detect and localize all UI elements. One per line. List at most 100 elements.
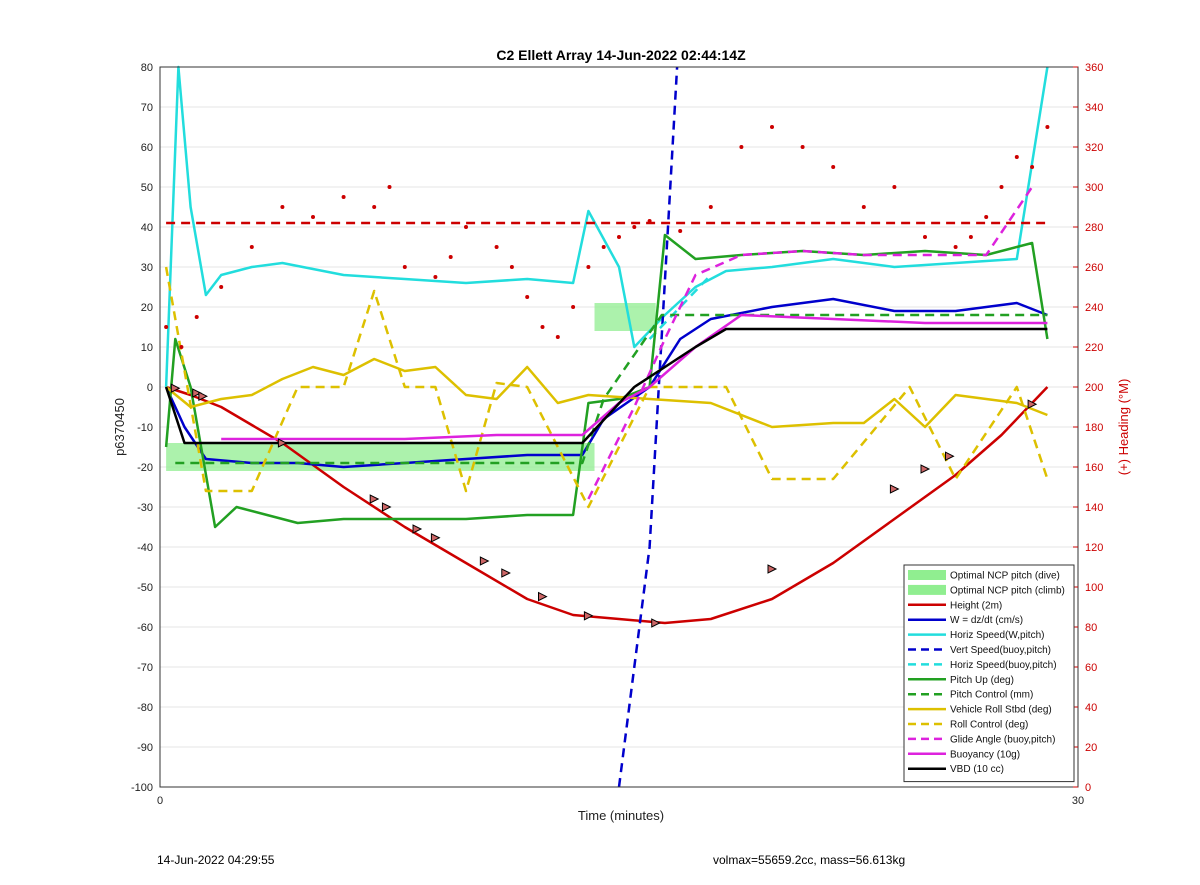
heading-point bbox=[540, 325, 545, 329]
heading-point bbox=[311, 215, 315, 219]
y-tick-label-right: 200 bbox=[1085, 382, 1103, 394]
legend-label: Horiz Speed(buoy,pitch) bbox=[950, 660, 1057, 671]
y-tick-label-right: 220 bbox=[1085, 342, 1103, 354]
y-tick-label-right: 60 bbox=[1085, 662, 1097, 674]
heading-point bbox=[586, 265, 591, 269]
series-line bbox=[164, 65, 1049, 388]
heading-point bbox=[341, 195, 346, 199]
heading-point bbox=[509, 265, 514, 269]
y-tick-label: 60 bbox=[141, 142, 153, 154]
height-marker bbox=[381, 502, 392, 512]
height-marker bbox=[479, 556, 490, 566]
y-tick-label-right: 80 bbox=[1085, 622, 1097, 634]
y-tick-label: -10 bbox=[137, 422, 153, 434]
heading-point bbox=[249, 245, 254, 249]
series-line bbox=[587, 186, 1034, 500]
legend-label: Pitch Up (deg) bbox=[950, 675, 1014, 686]
height-marker bbox=[501, 568, 511, 578]
series-line bbox=[617, 66, 679, 788]
heading-point bbox=[617, 235, 621, 239]
legend-label: Vehicle Roll Stbd (deg) bbox=[950, 705, 1052, 716]
heading-point bbox=[164, 325, 169, 329]
y-tick-label: 50 bbox=[141, 182, 153, 194]
right-y-ticks: 3603403203002802602402202001801601401201… bbox=[1073, 62, 1103, 794]
y-tick-label-right: 140 bbox=[1085, 502, 1103, 514]
height-marker bbox=[767, 564, 778, 574]
legend-label: Glide Angle (buoy,pitch) bbox=[950, 734, 1055, 745]
y-tick-label-right: 160 bbox=[1085, 462, 1103, 474]
legend-label: Pitch Control (mm) bbox=[950, 690, 1033, 701]
height-marker bbox=[920, 464, 931, 474]
series-line bbox=[165, 357, 1048, 429]
heading-point bbox=[601, 245, 606, 249]
height-marker bbox=[538, 591, 548, 602]
y-tick-label-right: 0 bbox=[1085, 782, 1091, 794]
y-tick-label: -50 bbox=[137, 582, 153, 594]
chart-title: C2 Ellett Array 14-Jun-2022 02:44:14Z bbox=[496, 47, 746, 63]
y-tick-label: -20 bbox=[137, 462, 153, 474]
legend-swatch bbox=[908, 584, 946, 595]
height-marker bbox=[192, 388, 202, 398]
heading-point bbox=[708, 205, 713, 209]
heading-point bbox=[494, 245, 499, 249]
height-marker bbox=[277, 438, 288, 448]
heading-point bbox=[861, 205, 866, 209]
dive-plot-chart: C2 Ellett Array 14-Jun-2022 02:44:14Z 80… bbox=[112, 47, 1131, 823]
y-tick-label-right: 360 bbox=[1085, 62, 1103, 74]
series-line bbox=[164, 266, 1049, 509]
y-tick-label-right: 40 bbox=[1085, 702, 1097, 714]
legend-label: Vert Speed(buoy,pitch) bbox=[950, 645, 1051, 656]
heading-point bbox=[968, 235, 973, 239]
y-tick-label: -90 bbox=[137, 742, 153, 754]
heading-point bbox=[892, 185, 897, 189]
heading-point bbox=[1014, 155, 1019, 159]
ncp-pitch-bands bbox=[166, 303, 656, 471]
series-line bbox=[165, 385, 1049, 625]
heading-point bbox=[984, 215, 989, 219]
ncp-pitch-band bbox=[166, 443, 595, 471]
y-tick-label: -40 bbox=[137, 542, 153, 554]
heading-point bbox=[555, 335, 560, 339]
y-tick-label-right: 260 bbox=[1085, 262, 1103, 274]
y-tick-label: -80 bbox=[137, 702, 153, 714]
height-marker bbox=[198, 391, 208, 402]
legend-swatch bbox=[908, 570, 946, 580]
x-tick-label: 0 bbox=[157, 795, 163, 807]
heading-point bbox=[1030, 165, 1035, 169]
series-line bbox=[164, 297, 1048, 469]
series-line bbox=[221, 313, 1048, 441]
series-line bbox=[164, 327, 1048, 445]
legend-label: Optimal NCP pitch (dive) bbox=[950, 571, 1060, 582]
heading-point bbox=[923, 235, 927, 239]
height-marker bbox=[583, 610, 594, 621]
heading-point bbox=[770, 125, 774, 129]
legend-label: W = dz/dt (cm/s) bbox=[950, 615, 1023, 626]
height-marker bbox=[944, 451, 955, 462]
y-tick-label-right: 300 bbox=[1085, 182, 1103, 194]
data-series bbox=[164, 65, 1050, 788]
legend-label: Horiz Speed(W,pitch) bbox=[950, 630, 1044, 641]
heading-point bbox=[387, 185, 392, 189]
y-tick-label: 0 bbox=[147, 382, 153, 394]
y-tick-label: 20 bbox=[141, 302, 153, 314]
series-line bbox=[164, 233, 1049, 529]
y-tick-label-right: 280 bbox=[1085, 222, 1103, 234]
heading-point bbox=[194, 315, 199, 319]
legend-label: VBD (10 cc) bbox=[950, 764, 1004, 775]
y-tick-label: -100 bbox=[131, 782, 153, 794]
height-marker bbox=[369, 494, 380, 504]
height-marker bbox=[651, 618, 661, 628]
y-tick-label: -30 bbox=[137, 502, 153, 514]
x-tick-label: 30 bbox=[1072, 795, 1084, 807]
y-tick-label: 10 bbox=[141, 342, 153, 354]
footer-info: volmax=55659.2cc, mass=56.613kg bbox=[713, 853, 906, 867]
height-marker bbox=[430, 532, 441, 543]
heading-point bbox=[402, 265, 407, 269]
heading-point bbox=[571, 305, 576, 309]
y-axis-label-right: (+) Heading (°M) bbox=[1116, 379, 1131, 476]
heading-point bbox=[448, 255, 453, 259]
heading-point bbox=[280, 205, 285, 209]
y-tick-label: -70 bbox=[137, 662, 153, 674]
heading-point bbox=[800, 145, 805, 149]
x-ticks: 0 30 bbox=[157, 795, 1084, 807]
